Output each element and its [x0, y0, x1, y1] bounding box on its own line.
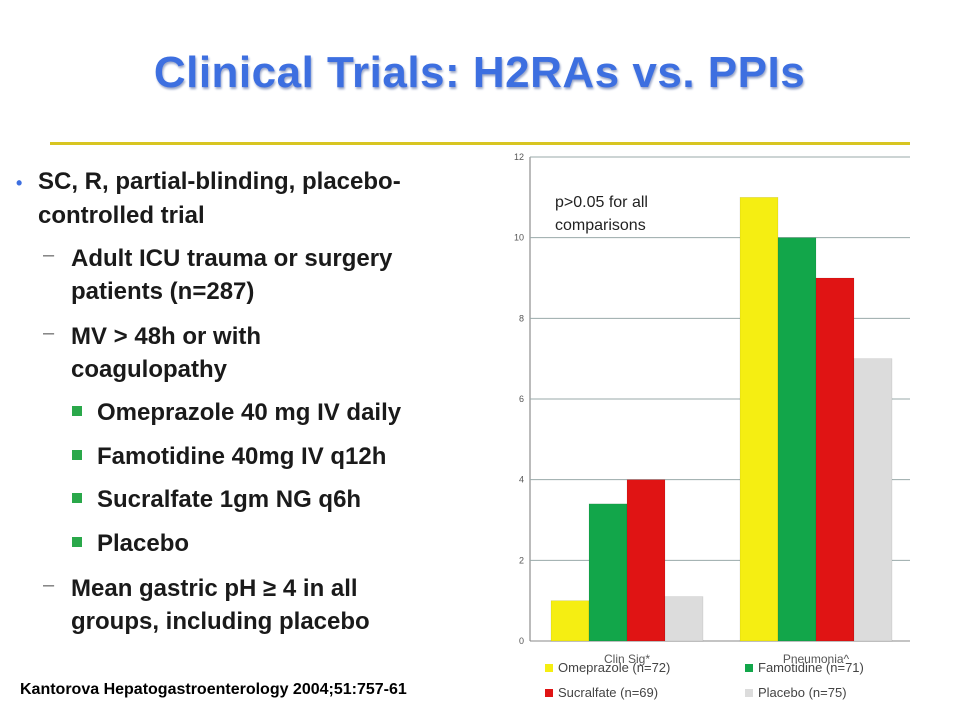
legend-swatch: [745, 664, 753, 672]
x-category-label: Clin Sig*: [604, 652, 650, 666]
y-tick-label: 6: [519, 394, 524, 404]
bullet-placebo: Placebo: [97, 530, 190, 557]
bullet-gastric-ph: Mean gastric pH ≥ 4 in all groups, inclu…: [71, 575, 370, 635]
bar-0-0: [550, 600, 590, 642]
bullet-study-design: SC, R, partial-blinding, placebo- contro…: [38, 168, 401, 229]
legend-label: Famotidine (n=71): [758, 660, 864, 675]
bullet-famotidine: Famotidine 40mg IV q12h: [97, 443, 387, 470]
bar-3-1: [853, 358, 893, 642]
citation: Kantorova Hepatogastroenterology 2004;51…: [20, 681, 407, 698]
level3-bullet-marker: [72, 493, 82, 503]
legend-label: Placebo (n=75): [758, 685, 847, 700]
bar-1-1: [777, 237, 817, 642]
chart-annotation: p>0.05 for all comparisons: [555, 194, 648, 234]
y-tick-label: 12: [514, 152, 524, 162]
y-tick-label: 8: [519, 313, 524, 323]
y-tick-label: 4: [519, 475, 524, 485]
y-tick-label: 10: [514, 233, 524, 243]
y-tick-label: 0: [519, 636, 524, 646]
bullet-population: Adult ICU trauma or surgery patients (n=…: [71, 245, 393, 305]
bar-2-1: [815, 277, 855, 642]
bar-1-0: [588, 503, 628, 642]
level3-bullet-marker: [72, 450, 82, 460]
level3-bullet-marker: [72, 537, 82, 547]
legend-label: Omeprazole (n=72): [558, 660, 670, 675]
y-tick-label: 2: [519, 555, 524, 565]
level1-bullet-marker: •: [16, 173, 23, 193]
bullet-inclusion: MV > 48h or with coagulopathy: [71, 323, 262, 383]
title-divider: [50, 142, 910, 145]
slide-title: Clinical Trials: H2RAs vs. PPIs: [153, 48, 806, 97]
bar-2-0: [626, 479, 666, 642]
bar-3-0: [664, 596, 704, 642]
legend-swatch: [745, 689, 753, 697]
level2-bullet-marker: –: [43, 574, 55, 596]
x-category-label: Pneumonia^: [783, 652, 850, 666]
level2-bullet-marker: –: [43, 244, 55, 266]
legend-swatch: [545, 689, 553, 697]
bullet-list: • SC, R, partial-blinding, placebo- cont…: [16, 168, 402, 635]
level3-bullet-marker: [72, 406, 82, 416]
legend-swatch: [545, 664, 553, 672]
bullet-omeprazole: Omeprazole 40 mg IV daily: [97, 399, 402, 426]
bullet-sucralfate: Sucralfate 1gm NG q6h: [97, 486, 362, 513]
bar-0-1: [739, 197, 779, 642]
level2-bullet-marker: –: [43, 322, 55, 344]
legend-label: Sucralfate (n=69): [558, 685, 658, 700]
